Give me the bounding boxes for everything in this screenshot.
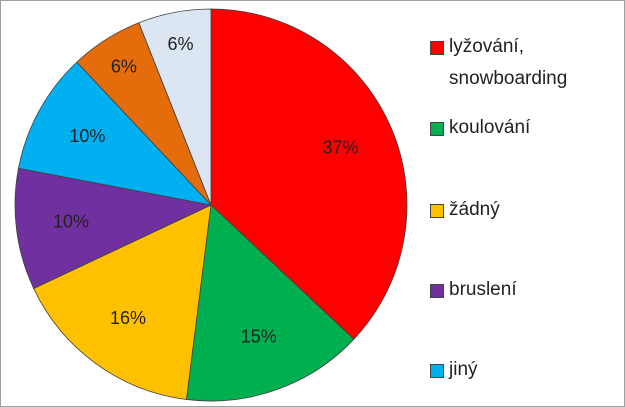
pie-slice (210, 8, 408, 340)
legend-swatch (430, 204, 444, 218)
legend-item: lyžování, snowboarding (430, 31, 620, 95)
pie-slice (185, 204, 355, 402)
data-label: 10% (53, 211, 89, 231)
legend-swatch (430, 122, 444, 136)
legend-item: jiný (430, 354, 620, 386)
pie-slice (18, 61, 213, 206)
pie-slice (138, 8, 212, 206)
data-label: 10% (69, 126, 105, 146)
legend-swatch (430, 284, 444, 298)
legend-swatch (430, 41, 444, 55)
legend-label: jiný (449, 359, 478, 380)
legend-item: koulování (430, 112, 620, 144)
legend-label: koulování (449, 117, 531, 138)
legend-label: bruslení (449, 279, 517, 300)
data-label: 16% (110, 308, 146, 328)
legend-label: lyžování, snowboarding (449, 36, 568, 89)
data-label: 6% (168, 34, 194, 54)
legend-label: žádný (449, 199, 500, 220)
data-label: 6% (111, 56, 137, 76)
legend-item: žádný (430, 194, 620, 226)
legend-item: bruslení (430, 274, 620, 306)
data-label: 15% (241, 327, 277, 347)
pie-slice (14, 167, 213, 289)
pie-slice (33, 204, 212, 400)
legend-swatch (430, 364, 444, 378)
data-label: 37% (322, 138, 358, 158)
